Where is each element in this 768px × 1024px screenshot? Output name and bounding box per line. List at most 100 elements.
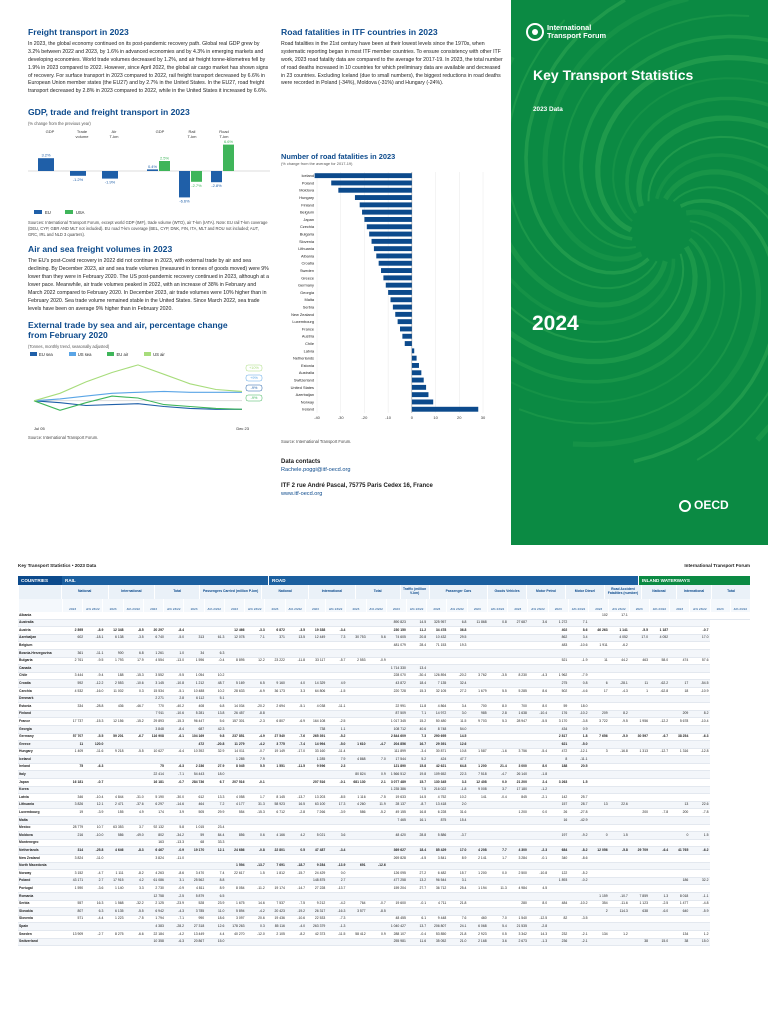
value-cell: 1.5 xyxy=(568,778,589,787)
gdp-chart-section: GDP, trade and freight transport in 2023… xyxy=(28,107,270,237)
value-cell: 7 135 xyxy=(427,679,448,688)
value-cell: 4 052 xyxy=(648,634,670,643)
value-cell: 0.5 xyxy=(487,930,508,939)
contacts-section: Data contacts Rachele.poggi@itf-oecd.org… xyxy=(281,459,521,507)
value-cell: 8 748 xyxy=(427,725,448,734)
value-cell xyxy=(306,854,327,863)
subheader-cell: Δ% 23/22 xyxy=(648,599,669,612)
value-cell xyxy=(548,695,569,704)
value-cell xyxy=(225,786,246,795)
country-cell: Slovakia xyxy=(18,907,64,916)
value-cell xyxy=(608,816,629,825)
value-cell xyxy=(487,801,508,810)
value-cell: 17.1 xyxy=(608,612,629,620)
value-cell: 10 627 xyxy=(144,748,165,757)
value-cell xyxy=(185,755,206,764)
value-cell xyxy=(205,854,226,863)
value-cell xyxy=(306,619,327,628)
value-cell: -4.9 xyxy=(245,733,266,742)
value-cell xyxy=(144,619,165,628)
value-cell: 0.9 xyxy=(568,725,589,734)
contact-email-link[interactable]: Rachele.poggi@itf-oecd.org xyxy=(281,467,351,473)
subheader-cell: Δ% 23/22 xyxy=(486,599,507,612)
value-cell xyxy=(588,649,609,658)
value-cell xyxy=(285,612,307,620)
value-cell: -1.3 xyxy=(527,938,549,947)
value-cell: 1 594 xyxy=(225,862,246,871)
value-cell xyxy=(306,786,327,795)
value-cell xyxy=(64,922,85,931)
gdp-bar xyxy=(191,171,202,182)
value-cell: 163 xyxy=(144,839,165,848)
value-cell xyxy=(265,786,286,795)
value-cell xyxy=(669,869,690,878)
value-cell xyxy=(669,854,690,863)
value-cell xyxy=(245,619,266,628)
rf-bar xyxy=(359,202,412,208)
value-cell: -1.5 xyxy=(326,687,347,696)
external-trade-chart: +10%+9%-9%-9% xyxy=(33,364,263,412)
value-cell: -12.5 xyxy=(527,915,549,924)
value-cell: 159 204 xyxy=(386,884,407,893)
value-cell: -11.1 xyxy=(84,649,105,658)
value-cell xyxy=(326,770,347,780)
value-cell: 2 923 xyxy=(467,930,488,939)
value-cell: -28.8 xyxy=(84,702,105,711)
value-cell: 155 xyxy=(104,808,125,818)
value-cell xyxy=(265,710,286,719)
value-cell: 2 236 xyxy=(185,763,206,772)
value-cell: -3.4 xyxy=(326,626,347,635)
country-cell: Croatia xyxy=(18,679,64,688)
country-cell: Korea xyxy=(18,786,64,795)
value-cell xyxy=(326,612,347,620)
value-cell: 5.6 xyxy=(205,717,226,726)
value-cell: 361 xyxy=(64,649,85,658)
subheader-cell: Δ% 23/22 xyxy=(608,599,628,612)
gdp-bar xyxy=(179,171,190,198)
group-header: National xyxy=(640,585,676,599)
value-cell xyxy=(467,900,488,909)
value-cell xyxy=(64,786,85,795)
value-cell xyxy=(628,877,649,886)
value-cell xyxy=(406,907,428,916)
value-cell: 134 xyxy=(669,930,690,939)
value-cell xyxy=(527,679,549,688)
value-cell: 18.4 xyxy=(406,846,428,855)
gdp-data-label: 0.4% xyxy=(148,164,158,169)
value-cell xyxy=(588,869,609,878)
website-link[interactable]: www.itf-oecd.org xyxy=(281,491,323,497)
value-cell: 186 xyxy=(669,877,690,886)
value-cell xyxy=(487,877,508,886)
value-cell xyxy=(689,824,710,833)
value-cell: 204 856 xyxy=(386,740,407,749)
value-cell: -62.8 xyxy=(648,687,670,696)
gdp-category-word: Air xyxy=(112,129,118,134)
value-cell xyxy=(285,664,307,673)
gdp-title: GDP, trade and freight transport in 2023 xyxy=(28,107,190,118)
value-cell: 1 409 xyxy=(64,748,85,757)
value-cell: -1.8 xyxy=(447,786,468,795)
value-cell xyxy=(689,778,710,787)
value-cell: 2.4 xyxy=(527,778,549,787)
value-cell: 28 947 xyxy=(507,717,528,726)
value-cell xyxy=(628,884,649,893)
value-cell xyxy=(84,641,105,650)
value-cell: 134 xyxy=(588,930,609,939)
swirl-stroke xyxy=(612,77,768,222)
table-row: Luxembourg 19 -3.9 155 4.9 174 3.9 505 29.9 554 -1… xyxy=(18,808,750,818)
value-cell: 557 xyxy=(64,900,85,909)
value-cell: -1.1 xyxy=(689,892,710,901)
value-cell: -1.3 xyxy=(326,922,347,931)
value-cell: 9.8 xyxy=(205,733,226,742)
value-cell: 3 756 xyxy=(507,748,528,757)
value-cell xyxy=(487,725,508,734)
value-cell: 40 270 xyxy=(225,930,246,939)
value-cell: 19 633 xyxy=(386,793,407,802)
value-cell xyxy=(84,816,105,825)
value-cell: 1 212 xyxy=(185,679,206,688)
value-cell xyxy=(467,679,488,688)
value-cell: -4.2 xyxy=(164,930,186,939)
statistics-table: COUNTRIES RAIL ROAD INLAND WATERWAYS Nat… xyxy=(18,576,750,1024)
value-cell: 5.4 xyxy=(487,922,508,931)
rf-bar xyxy=(378,260,412,266)
